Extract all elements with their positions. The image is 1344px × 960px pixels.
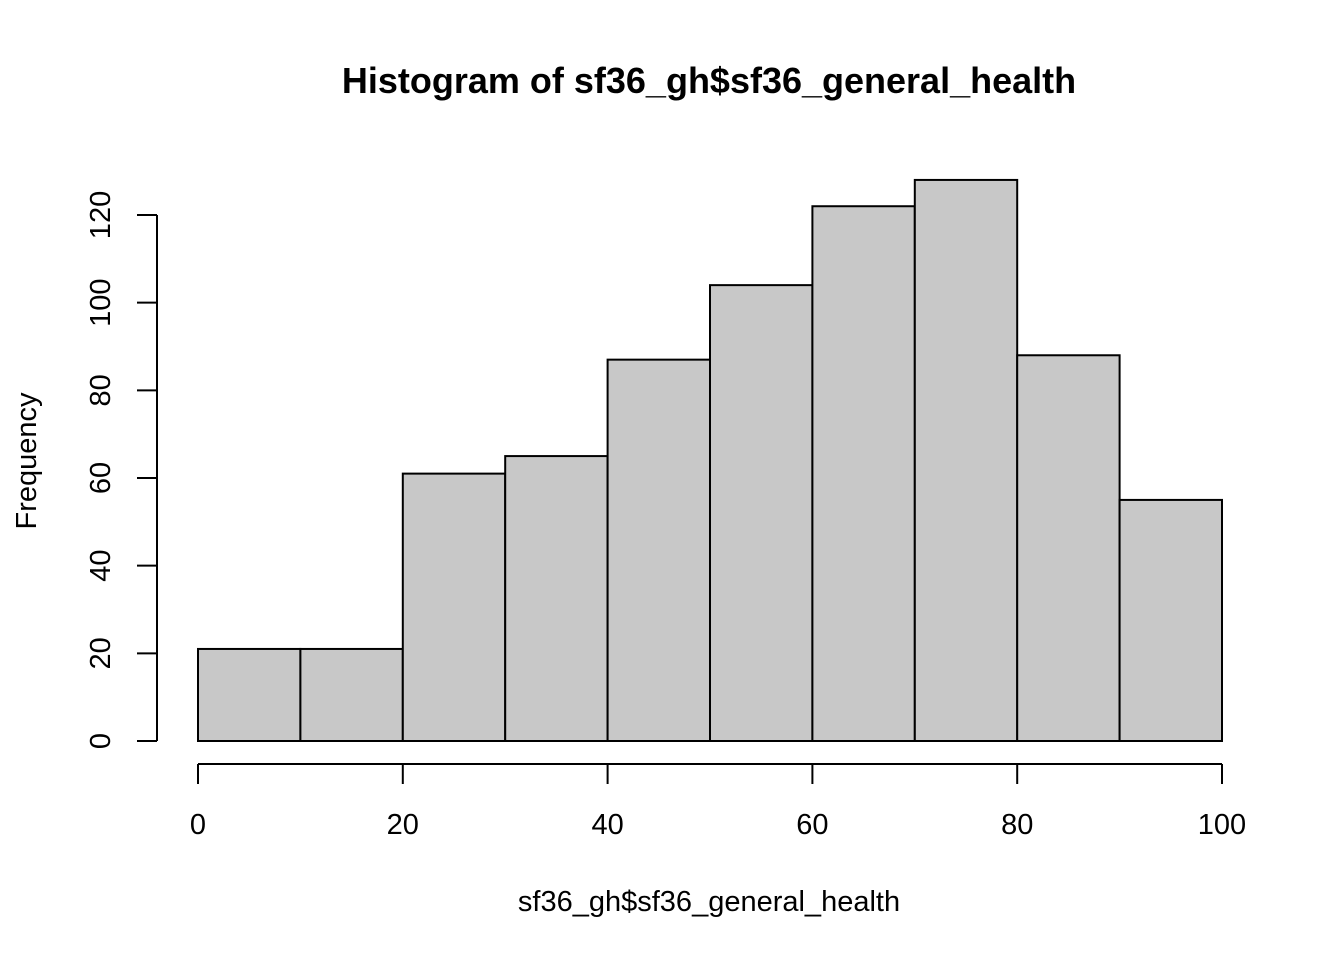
x-tick-label-100: 100 — [1198, 809, 1246, 841]
histogram-bar-90-100 — [1118, 498, 1223, 742]
x-tick-label-60: 60 — [796, 809, 828, 841]
x-axis: 0 20 40 60 80 100 — [190, 763, 1246, 841]
histogram-bar-30-40 — [504, 455, 609, 742]
y-tick-label-40: 40 — [85, 550, 117, 582]
histogram-bar-40-50 — [606, 358, 711, 742]
histogram-bar-50-60 — [709, 284, 814, 742]
histogram-bar-0-10 — [197, 647, 302, 743]
x-tick-label-20: 20 — [387, 809, 419, 841]
chart-title: Histogram of sf36_gh$sf36_general_health — [342, 60, 1076, 101]
x-tick-label-40: 40 — [591, 809, 623, 841]
y-tick-label-0: 0 — [85, 733, 117, 749]
y-axis-label: Frequency — [11, 392, 43, 530]
histogram-bar-70-80 — [913, 178, 1019, 742]
y-tick-label-20: 20 — [85, 637, 117, 669]
histogram-bar-60-70 — [811, 205, 916, 742]
y-axis: 0 20 40 60 80 100 120 — [85, 191, 158, 749]
histogram-bar-10-20 — [299, 647, 404, 743]
y-tick-label-100: 100 — [85, 278, 117, 326]
histogram-bar-80-90 — [1016, 354, 1121, 742]
x-axis-label: sf36_gh$sf36_general_health — [518, 886, 900, 918]
histogram-bar-20-30 — [401, 472, 507, 742]
y-tick-label-80: 80 — [85, 374, 117, 406]
bars-group — [197, 178, 1223, 743]
x-tick-label-0: 0 — [190, 809, 206, 841]
y-tick-label-120: 120 — [85, 191, 117, 239]
y-tick-label-60: 60 — [85, 462, 117, 494]
x-tick-label-80: 80 — [1001, 809, 1033, 841]
